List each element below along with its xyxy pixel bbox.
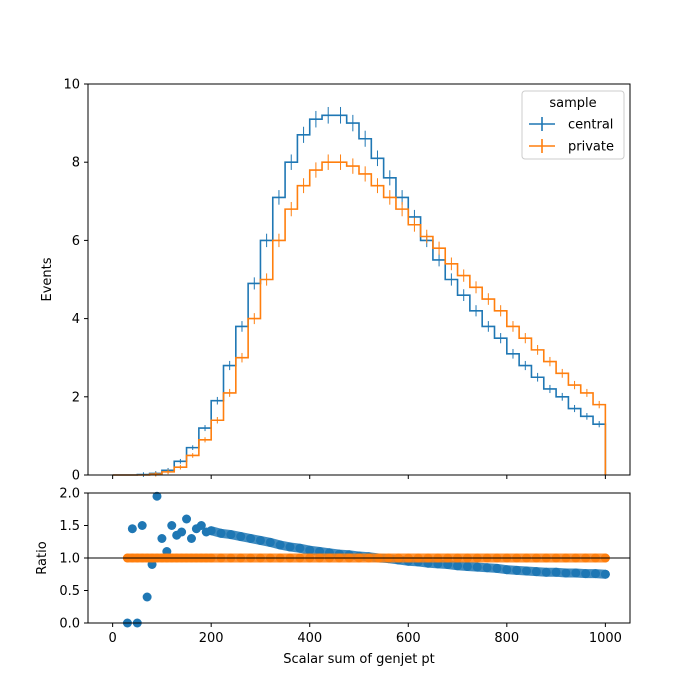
histogram-line-private: [112, 161, 607, 476]
ratio-y-tick-label: 1.0: [59, 552, 80, 567]
ratio-y-axis-label: Ratio: [35, 541, 50, 574]
main-y-tick-label: 0: [72, 469, 80, 484]
main-y-tick-label: 6: [72, 234, 80, 249]
ratio-y-tick-label: 0.5: [59, 584, 80, 599]
main-panel: 0 2 4 6 8 10 Events sample central private: [40, 78, 631, 484]
ratio-point-central: [137, 521, 147, 530]
ratio-x-ticks: 0 200 400 600 800 1000: [108, 623, 622, 646]
ratio-x-tick-label: 600: [396, 631, 421, 646]
legend-box: [521, 90, 625, 160]
ratio-panel: 0.00.51.01.52.0 0 200 400 600 800 1000 Ratio …: [35, 487, 631, 667]
main-x-ticks: [112, 475, 606, 479]
main-y-tick-label: 4: [72, 312, 80, 327]
ratio-point-central: [182, 514, 192, 524]
histogram-line-central: [112, 114, 607, 476]
ratio-x-tick-label: 0: [108, 631, 116, 646]
ratio-point-central: [196, 521, 206, 530]
ratio-x-tick-label: 1000: [589, 631, 622, 646]
legend-label-private: private: [568, 140, 614, 155]
main-axes-frame: [87, 83, 631, 476]
x-axis-label: Scalar sum of genjet pt: [283, 652, 435, 667]
legend: sample central private: [521, 90, 625, 160]
ratio-point-central: [186, 534, 196, 543]
ratio-y-ticks: 0.0 0.5 1.0 1.5 2.0: [59, 487, 88, 632]
ratio-y-tick-label: 1.5: [59, 519, 80, 534]
ratio-point-central: [152, 491, 162, 501]
main-y-tick-label: 2: [72, 390, 80, 405]
legend-label-central: central: [568, 118, 613, 133]
ratio-point-central: [157, 534, 167, 543]
ratio-point-central: [127, 524, 137, 534]
ratio-x-tick-label: 200: [199, 631, 224, 646]
main-y-axis-label: Events: [40, 257, 55, 301]
ratio-y-tick-label: 2.0: [59, 487, 80, 502]
main-y-ticks: 0 2 4 6 8 10: [63, 78, 88, 484]
ratio-point-central: [177, 527, 187, 537]
legend-title: sample: [549, 96, 596, 111]
ratio-x-tick-label: 800: [494, 631, 519, 646]
ratio-point-central: [167, 521, 177, 530]
ratio-point-central: [142, 592, 152, 602]
main-y-tick-label: 8: [72, 156, 80, 171]
main-plot-area: [112, 106, 607, 477]
legend-entries: central private: [529, 117, 614, 155]
ratio-y-tick-label: 0.0: [59, 617, 80, 632]
main-y-tick-label: 10: [63, 78, 80, 93]
ratio-x-tick-label: 400: [297, 631, 322, 646]
